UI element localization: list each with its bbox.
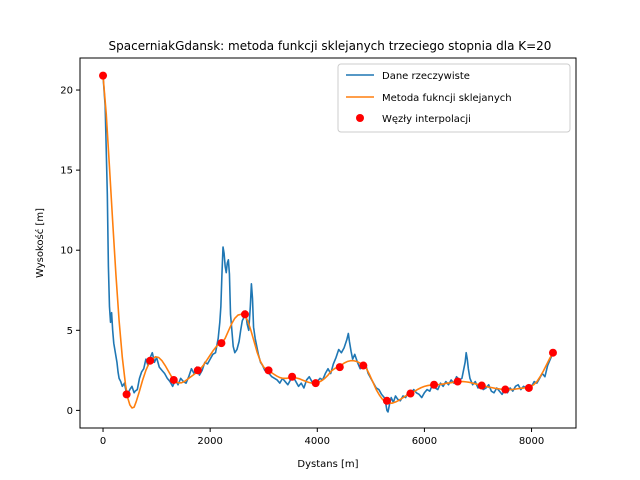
interpolation-node — [122, 390, 131, 399]
interpolation-node — [430, 380, 439, 389]
interpolation-node — [548, 348, 557, 357]
y-tick-label: 0 — [67, 406, 73, 417]
x-tick-label: 6000 — [412, 436, 437, 447]
interpolation-node — [335, 363, 344, 372]
x-tick-label: 0 — [100, 436, 106, 447]
series-line-0 — [102, 75, 554, 413]
legend: Dane rzeczywiste Metoda fukncji sklejany… — [337, 63, 571, 133]
x-tick-label: 2000 — [197, 436, 222, 447]
interpolation-node — [169, 375, 178, 384]
x-tick-label: 4000 — [305, 436, 330, 447]
x-axis: 0 2000 4000 6000 8000 — [100, 428, 544, 447]
y-axis: 0 5 10 15 20 — [60, 86, 80, 417]
interpolation-node — [406, 389, 415, 398]
plot-title: SpacerniakGdansk: metoda funkcji sklejan… — [109, 39, 552, 53]
interpolation-node — [477, 381, 486, 390]
interpolation-node — [288, 372, 297, 381]
legend-label-dane-rzeczywiste: Dane rzeczywiste — [382, 71, 470, 82]
legend-label-wezly: Węzły interpolacji — [382, 114, 471, 125]
interpolation-node — [453, 377, 462, 386]
y-axis-label: Wysokość [m] — [34, 208, 46, 278]
interpolation-node — [501, 385, 510, 394]
interpolation-node — [99, 71, 108, 80]
x-axis-label: Dystans [m] — [297, 459, 358, 470]
interpolation-node — [311, 379, 320, 388]
axes-frame — [79, 57, 577, 429]
interpolation-node — [240, 310, 249, 319]
interpolation-node — [193, 366, 202, 375]
y-tick-label: 20 — [60, 86, 73, 97]
legend-label-metoda: Metoda fukncji sklejanych — [382, 93, 512, 104]
interpolation-node — [217, 339, 226, 348]
chart-title: SpacerniakGdansk: metoda funkcji sklejan… — [109, 39, 552, 53]
x-tick-label: 8000 — [519, 436, 544, 447]
interpolation-node — [382, 396, 391, 405]
interpolation-node — [146, 356, 155, 365]
y-tick-label: 10 — [60, 246, 73, 257]
interpolation-node — [264, 366, 273, 375]
interpolation-node — [359, 361, 368, 370]
y-tick-label: 15 — [60, 166, 73, 177]
legend-box — [337, 63, 571, 133]
plot-area — [79, 57, 577, 429]
interpolation-node — [524, 383, 533, 392]
y-tick-label: 5 — [67, 326, 73, 337]
legend-swatch-wezly — [356, 114, 364, 122]
series-layer — [99, 71, 557, 413]
